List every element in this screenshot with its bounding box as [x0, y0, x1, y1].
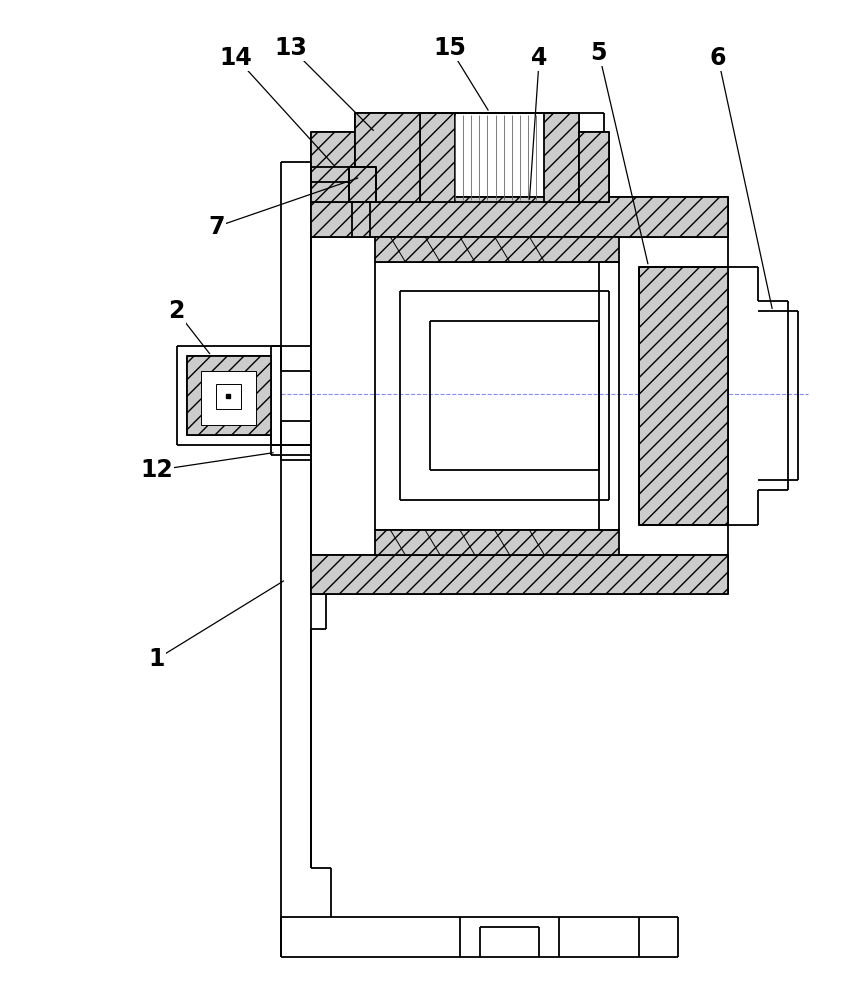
- Bar: [579, 132, 608, 202]
- Text: 1: 1: [148, 647, 164, 671]
- Bar: [216, 384, 241, 409]
- Text: 15: 15: [433, 36, 466, 60]
- Bar: [375, 237, 618, 262]
- Bar: [187, 356, 271, 435]
- Bar: [544, 113, 579, 202]
- Bar: [638, 267, 727, 525]
- Text: 12: 12: [141, 458, 173, 482]
- Text: 6: 6: [709, 46, 726, 70]
- Text: 13: 13: [274, 36, 307, 60]
- Text: 2: 2: [168, 299, 185, 323]
- Bar: [310, 132, 389, 202]
- Bar: [201, 371, 256, 425]
- Bar: [348, 167, 376, 202]
- Text: 4: 4: [531, 46, 547, 70]
- Text: 7: 7: [208, 215, 224, 239]
- Bar: [310, 555, 727, 594]
- Bar: [419, 113, 454, 202]
- Bar: [375, 530, 618, 555]
- Text: 14: 14: [220, 46, 252, 70]
- Bar: [355, 113, 419, 202]
- Text: 5: 5: [590, 41, 607, 65]
- Bar: [310, 197, 727, 237]
- Bar: [389, 132, 419, 202]
